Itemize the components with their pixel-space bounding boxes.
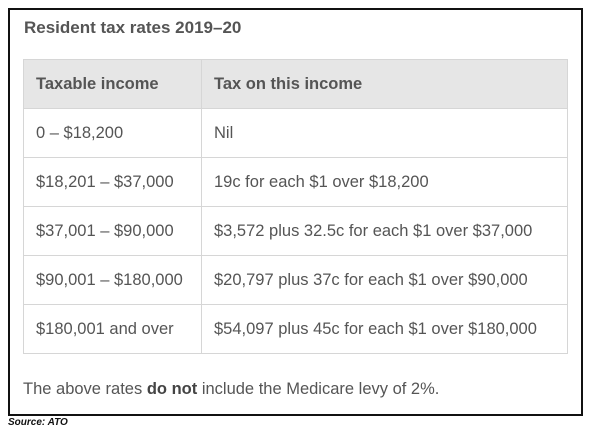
table-row: 0 – $18,200 Nil (23, 108, 568, 158)
table-row: $37,001 – $90,000 $3,572 plus 32.5c for e… (23, 206, 568, 256)
table-body: 0 – $18,200 Nil $18,201 – $37,000 19c for e… (23, 108, 568, 354)
table-cell: $54,097 plus 45c for each $1 over $180,0… (201, 304, 568, 354)
table-cell: $18,201 – $37,000 (23, 157, 202, 207)
note-text: The above rates (23, 380, 147, 398)
header-row: Taxable income Tax on this income (23, 59, 568, 109)
table-cell: $37,001 – $90,000 (23, 206, 202, 256)
table-cell: 0 – $18,200 (23, 108, 202, 158)
panel: Resident tax rates 2019–20 Taxable incom… (8, 8, 583, 416)
source: Source: ATO (8, 417, 68, 428)
tax-table: Taxable income Tax on this income 0 – $18… (23, 59, 568, 354)
table-cell: 19c for each $1 over $18,200 (201, 157, 568, 207)
table-cell: $20,797 plus 37c for each $1 over $90,00… (201, 255, 568, 305)
table-row: $90,001 – $180,000 $20,797 plus 37c for e… (23, 255, 568, 305)
header-cell: Taxable income (23, 59, 202, 109)
table-row: $18,201 – $37,000 19c for each $1 over $1… (23, 157, 568, 207)
header-cell: Tax on this income (201, 59, 568, 109)
table-cell: $90,001 – $180,000 (23, 255, 202, 305)
table-cell: Nil (201, 108, 568, 158)
table-row: $180,001 and over $54,097 plus 45c for ea… (23, 304, 568, 354)
panel-title: Resident tax rates 2019–20 (24, 18, 242, 37)
note-text: include the Medicare levy of 2%. (197, 380, 440, 398)
table-cell: $180,001 and over (23, 304, 202, 354)
table-head: Taxable income Tax on this income (23, 59, 568, 109)
table-cell: $3,572 plus 32.5c for each $1 over $37,0… (201, 206, 568, 256)
note-emphasis: do not (146, 380, 198, 398)
note: The above rates do not include the Medic… (23, 380, 439, 399)
